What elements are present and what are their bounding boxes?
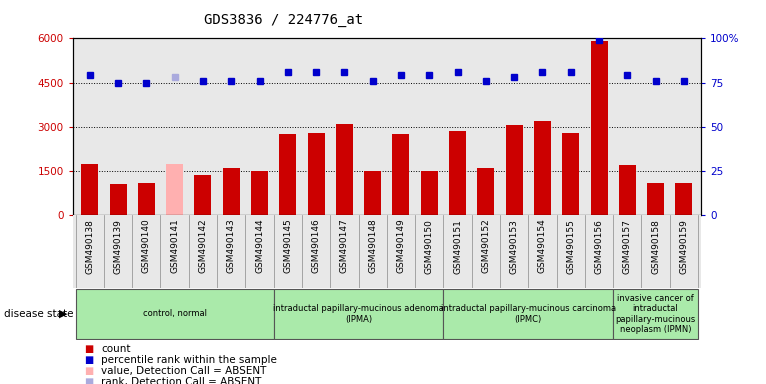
Bar — [591, 41, 607, 215]
Bar — [166, 164, 183, 215]
Text: GSM490158: GSM490158 — [651, 219, 660, 273]
Text: GDS3836 / 224776_at: GDS3836 / 224776_at — [204, 13, 363, 27]
FancyBboxPatch shape — [76, 289, 273, 339]
Text: disease state: disease state — [4, 309, 74, 319]
Text: ■: ■ — [84, 344, 93, 354]
Bar — [562, 132, 579, 215]
Text: ■: ■ — [84, 355, 93, 365]
Bar — [619, 165, 636, 215]
Text: GSM490155: GSM490155 — [566, 219, 575, 273]
Text: GSM490149: GSM490149 — [397, 219, 405, 273]
Text: GSM490142: GSM490142 — [198, 219, 208, 273]
Bar — [308, 132, 325, 215]
Text: ■: ■ — [84, 377, 93, 384]
Text: rank, Detection Call = ABSENT: rank, Detection Call = ABSENT — [101, 377, 261, 384]
Text: GSM490156: GSM490156 — [594, 219, 604, 273]
Bar — [138, 183, 155, 215]
Text: control, normal: control, normal — [142, 310, 207, 318]
Bar — [421, 171, 437, 215]
FancyBboxPatch shape — [444, 289, 613, 339]
Text: GSM490144: GSM490144 — [255, 219, 264, 273]
Text: GSM490152: GSM490152 — [481, 219, 490, 273]
Bar — [223, 168, 240, 215]
Text: GSM490154: GSM490154 — [538, 219, 547, 273]
Text: GSM490146: GSM490146 — [312, 219, 321, 273]
Text: GSM490159: GSM490159 — [679, 219, 689, 273]
Bar — [251, 171, 268, 215]
Text: invasive cancer of
intraductal
papillary-mucinous
neoplasm (IPMN): invasive cancer of intraductal papillary… — [616, 294, 696, 334]
Text: GSM490145: GSM490145 — [283, 219, 293, 273]
Bar — [280, 134, 296, 215]
Text: GSM490153: GSM490153 — [509, 219, 519, 273]
FancyBboxPatch shape — [613, 289, 698, 339]
FancyBboxPatch shape — [273, 289, 444, 339]
Bar — [676, 183, 692, 215]
Bar — [477, 168, 494, 215]
Text: intraductal papillary-mucinous adenoma
(IPMA): intraductal papillary-mucinous adenoma (… — [273, 304, 444, 324]
Text: GSM490157: GSM490157 — [623, 219, 632, 273]
Bar — [392, 134, 410, 215]
Text: GSM490151: GSM490151 — [453, 219, 462, 273]
Text: intraductal papillary-mucinous carcinoma
(IPMC): intraductal papillary-mucinous carcinoma… — [440, 304, 616, 324]
Bar — [364, 171, 381, 215]
Text: ■: ■ — [84, 366, 93, 376]
Text: GSM490143: GSM490143 — [227, 219, 236, 273]
Bar — [449, 131, 466, 215]
Text: value, Detection Call = ABSENT: value, Detection Call = ABSENT — [101, 366, 267, 376]
Text: GSM490138: GSM490138 — [85, 219, 94, 273]
Text: count: count — [101, 344, 131, 354]
Bar — [195, 175, 211, 215]
Bar — [534, 121, 551, 215]
Bar — [73, 215, 701, 288]
Text: GSM490150: GSM490150 — [425, 219, 434, 273]
Text: GSM490148: GSM490148 — [368, 219, 377, 273]
Bar — [81, 164, 98, 215]
Bar — [110, 184, 126, 215]
Text: GSM490139: GSM490139 — [113, 219, 123, 273]
Bar — [336, 124, 353, 215]
Text: GSM490141: GSM490141 — [170, 219, 179, 273]
Bar — [506, 125, 522, 215]
Text: GSM490140: GSM490140 — [142, 219, 151, 273]
Text: GSM490147: GSM490147 — [340, 219, 349, 273]
Text: ▶: ▶ — [59, 309, 67, 319]
Text: percentile rank within the sample: percentile rank within the sample — [101, 355, 277, 365]
Bar — [647, 183, 664, 215]
